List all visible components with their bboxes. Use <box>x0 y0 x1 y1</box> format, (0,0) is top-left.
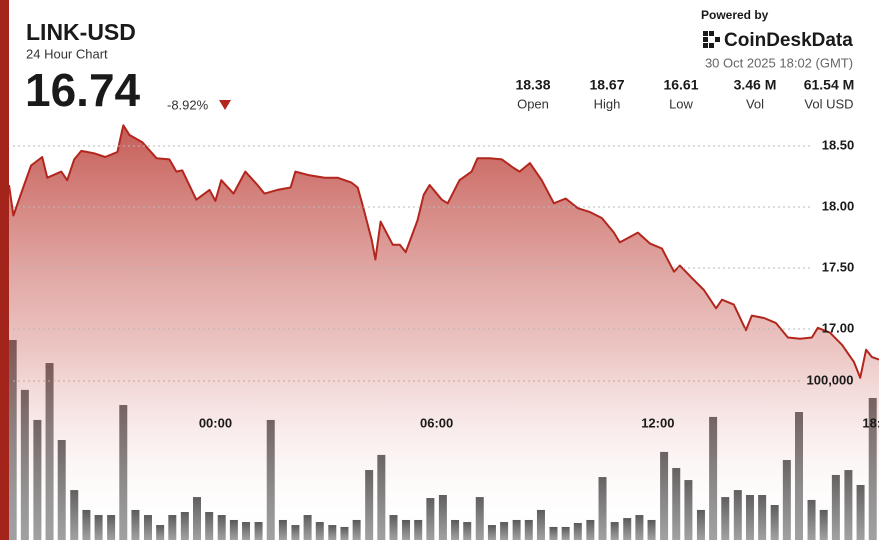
accent-strip <box>0 0 9 540</box>
stat-label: Open <box>517 96 549 111</box>
y-tick-label: 18.00 <box>822 198 855 213</box>
x-tick-label: 18:00 <box>862 415 879 430</box>
stats-row: 18.38 Open 18.67 High 16.61 Low 3.46 M Vol 61.54… <box>515 77 854 112</box>
stat-value: 61.54 M <box>804 77 855 93</box>
symbol-title: LINK-USD <box>26 19 136 45</box>
x-tick-label: 06:00 <box>420 415 453 430</box>
y-tick-label: 18.50 <box>822 137 855 152</box>
subtitle: 24 Hour Chart <box>26 46 108 61</box>
y-tick-label: 100,000 <box>807 372 854 387</box>
stat-value: 18.38 <box>515 77 550 93</box>
x-tick-label: 12:00 <box>641 415 674 430</box>
y-tick-label: 17.00 <box>822 320 855 335</box>
stat-value: 16.61 <box>663 77 698 93</box>
stat-label: Low <box>669 96 693 111</box>
timestamp: 30 Oct 2025 18:02 (GMT) <box>705 55 853 70</box>
brand-logo <box>703 31 720 48</box>
current-price: 16.74 <box>25 64 141 116</box>
stat-value: 3.46 M <box>734 77 777 93</box>
y-tick-label: 17.50 <box>822 259 855 274</box>
plot-area <box>8 124 879 540</box>
price-line <box>8 124 879 379</box>
x-tick-label: 00:00 <box>199 415 232 430</box>
price-area <box>9 125 879 540</box>
stat-label: Vol USD <box>804 96 853 111</box>
down-arrow <box>219 100 231 110</box>
price-change: -8.92% <box>167 97 209 112</box>
brand-name: CoinDeskData <box>724 30 853 51</box>
powered-by: Powered by <box>701 8 769 22</box>
stat-value: 18.67 <box>589 77 624 93</box>
stat-label: Vol <box>746 96 764 111</box>
stat-label: High <box>594 96 621 111</box>
